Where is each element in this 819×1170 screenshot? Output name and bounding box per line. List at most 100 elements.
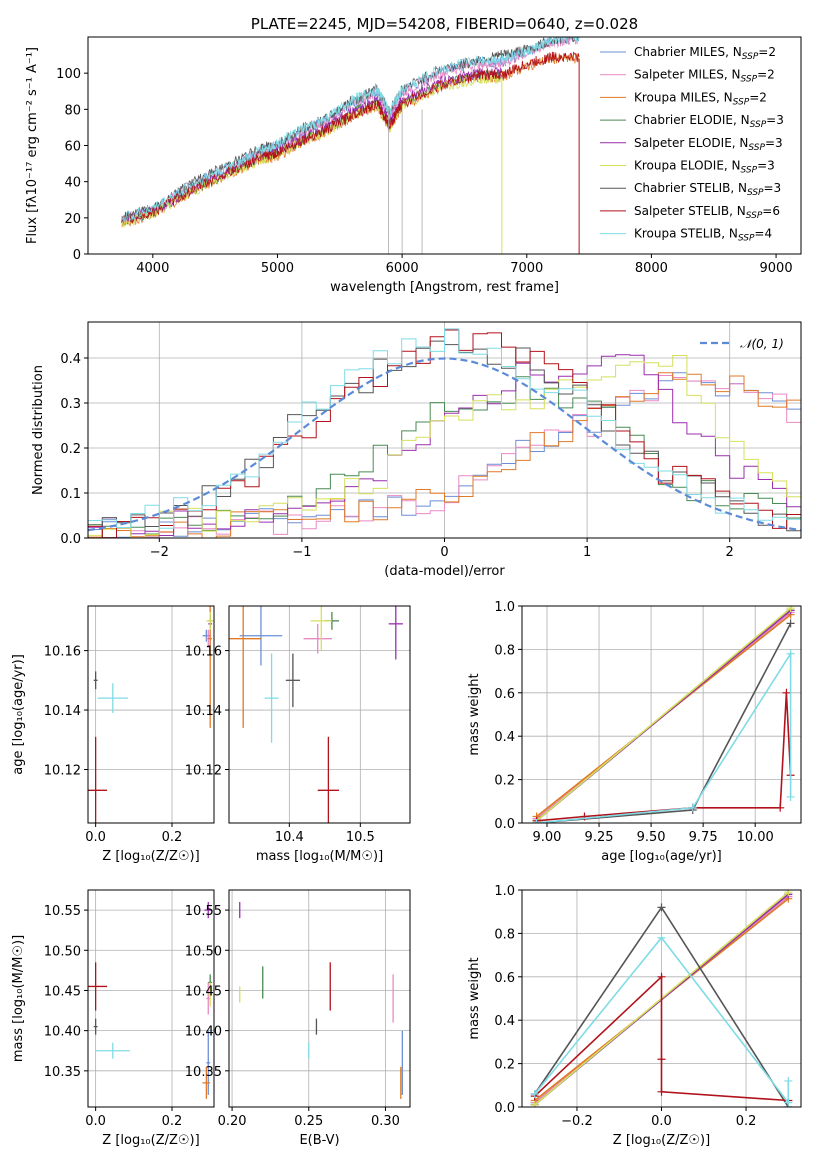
legend-nssp: =3 xyxy=(757,159,775,173)
y-axis-label: mass weight xyxy=(467,673,482,755)
weight-marker xyxy=(657,933,666,942)
y-tick-label: 10.45 xyxy=(185,984,222,999)
y-tick-label: 0.4 xyxy=(494,730,515,745)
legend-subscript: SSP xyxy=(748,143,765,153)
histogram-step xyxy=(88,328,801,529)
panel-6 xyxy=(225,889,411,1111)
x-tick-label: 0.2 xyxy=(162,830,183,845)
y-tick-label: 0.6 xyxy=(494,971,515,986)
x-tick-label: 2 xyxy=(726,545,734,560)
x-tick-label: 0 xyxy=(440,545,448,560)
panel-4 xyxy=(518,605,802,827)
y-tick-label: 10.16 xyxy=(185,645,222,660)
y-tick-label: 10.12 xyxy=(44,763,81,778)
y-tick-label: 20 xyxy=(64,212,81,227)
legend-subscript: SSP xyxy=(747,188,764,198)
weight-marker xyxy=(784,1098,793,1107)
weight-marker xyxy=(786,619,795,628)
x-tick-label: 7000 xyxy=(510,261,543,276)
y-tick-label: 100 xyxy=(56,67,81,82)
legend-label: Salpeter MILES, NSSP=2 xyxy=(634,68,775,85)
x-tick-label: 0.20 xyxy=(218,1114,247,1129)
legend-label: 𝒩(0, 1) xyxy=(740,337,784,351)
y-tick-label: 40 xyxy=(64,176,81,191)
weight-marker xyxy=(657,903,666,912)
axes-frame xyxy=(228,605,411,824)
x-tick-label: −1 xyxy=(292,545,311,560)
weight-marker xyxy=(776,803,785,812)
weight-line xyxy=(536,623,792,823)
x-tick-label: 5000 xyxy=(261,261,294,276)
weight-marker xyxy=(657,1087,666,1096)
weight-marker xyxy=(530,1100,539,1107)
weight-line xyxy=(536,607,792,822)
weight-marker xyxy=(657,1055,666,1064)
weight-line xyxy=(534,936,790,1106)
x-axis-label: mass [log₁₀(M/M☉)] xyxy=(256,849,383,864)
panel-1 xyxy=(84,321,802,542)
y-tick-label: 1.0 xyxy=(494,600,515,615)
x-tick-label: 0.2 xyxy=(736,1114,757,1129)
legend-label: Chabrier ELODIE, NSSP=3 xyxy=(634,113,784,130)
legend-label: Chabrier STELIB, NSSP=3 xyxy=(634,181,781,198)
axes-frame xyxy=(87,889,215,1108)
weight-marker xyxy=(786,649,795,658)
spectrum-line xyxy=(121,73,503,228)
weight-line xyxy=(536,650,792,823)
weight-marker xyxy=(580,812,589,821)
weight-marker xyxy=(782,688,791,697)
legend-subscript: SSP xyxy=(746,211,763,221)
y-tick-label: 0.8 xyxy=(494,927,515,942)
y-axis-label: mass weight xyxy=(467,957,482,1039)
x-tick-label: 0.2 xyxy=(162,1114,183,1129)
plot-area xyxy=(88,328,801,538)
weight-marker xyxy=(786,792,795,801)
y-tick-label: 0.1 xyxy=(60,487,81,502)
x-axis-label: (data-model)/error xyxy=(384,564,505,579)
y-tick-label: 0.4 xyxy=(494,1014,515,1029)
legend-subscript: SSP xyxy=(738,234,755,244)
y-tick-label: 0.4 xyxy=(60,352,81,367)
legend-label: Kroupa MILES, NSSP=2 xyxy=(634,90,767,107)
y-tick-label: 10.12 xyxy=(185,763,222,778)
y-tick-label: 0.8 xyxy=(494,643,515,658)
y-tick-label: 10.55 xyxy=(44,904,81,919)
x-tick-label: 0.0 xyxy=(651,1114,672,1129)
legend-nssp: =4 xyxy=(754,227,772,241)
x-tick-label: 0.0 xyxy=(85,1114,106,1129)
legend-nssp: =3 xyxy=(765,136,783,150)
y-tick-label: 0.3 xyxy=(60,397,81,412)
x-axis-label: Z [log₁₀(Z/Z☉)] xyxy=(613,1133,710,1148)
legend-nssp: =3 xyxy=(766,113,784,127)
x-tick-label: 0.25 xyxy=(294,1114,323,1129)
axes-frame xyxy=(87,321,802,539)
y-tick-label: 0.0 xyxy=(60,532,81,547)
legend-label: Kroupa ELODIE, NSSP=3 xyxy=(634,159,775,176)
y-axis-label: mass [log₁₀(M/M☉)] xyxy=(11,935,26,1062)
axes-frame xyxy=(87,36,802,255)
legend-nssp: =3 xyxy=(764,181,782,195)
plot-area xyxy=(532,606,795,823)
legend-subscript: SSP xyxy=(741,166,758,176)
legend-label: Salpeter ELODIE, NSSP=3 xyxy=(634,136,783,153)
x-axis-label: Z [log₁₀(Z/Z☉)] xyxy=(102,849,199,864)
weight-marker xyxy=(657,972,666,981)
x-axis-label: Z [log₁₀(Z/Z☉)] xyxy=(102,1133,199,1148)
y-tick-label: 10.40 xyxy=(44,1025,81,1040)
plot-area xyxy=(239,902,403,1099)
panel-3 xyxy=(225,605,411,827)
y-tick-label: 10.50 xyxy=(185,944,222,959)
plot-area xyxy=(530,890,793,1107)
legend-subscript: SSP xyxy=(733,97,750,107)
y-tick-label: 80 xyxy=(64,103,81,118)
x-tick-label: 0.0 xyxy=(85,830,106,845)
y-axis-label: age [log₁₀(age/yr)] xyxy=(11,654,26,775)
legend-subscript: SSP xyxy=(742,52,759,62)
weight-line xyxy=(536,692,792,822)
panel-5 xyxy=(84,889,215,1111)
x-tick-label: 4000 xyxy=(136,261,169,276)
chart-title: PLATE=2245, MJD=54208, FIBERID=0640, z=0… xyxy=(251,15,638,33)
y-tick-label: 0.6 xyxy=(494,687,515,702)
y-axis-label: Normed distribution xyxy=(31,365,46,495)
